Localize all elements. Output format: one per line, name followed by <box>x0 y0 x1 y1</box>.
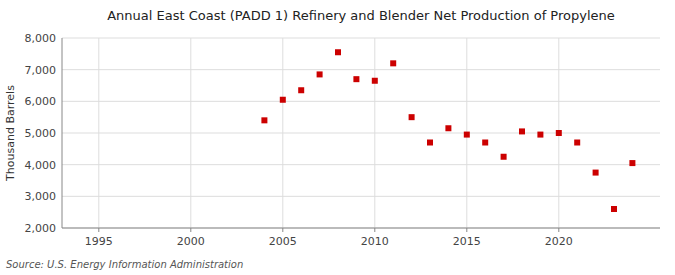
point <box>445 125 451 131</box>
y-tick-label: 5,000 <box>25 127 57 140</box>
y-axis-label: Thousand Barrels <box>4 85 17 182</box>
y-tick-label: 7,000 <box>25 64 57 77</box>
x-axis-line <box>62 228 660 229</box>
point <box>556 130 562 136</box>
chart: Annual East Coast (PADD 1) Refinery and … <box>0 0 675 275</box>
point <box>482 140 488 146</box>
x-tick <box>374 228 375 232</box>
point <box>593 170 599 176</box>
y-grid-line <box>62 133 660 134</box>
point <box>501 154 507 160</box>
x-tick-label: 2010 <box>361 235 389 248</box>
y-grid-line <box>62 38 660 39</box>
y-grid-line <box>62 196 660 197</box>
x-tick-label: 2015 <box>453 235 481 248</box>
x-grid-line <box>282 38 283 228</box>
point <box>537 132 543 138</box>
x-tick <box>98 228 99 232</box>
point <box>298 87 304 93</box>
x-tick-label: 2020 <box>545 235 573 248</box>
source: Source: U.S. Energy Information Administ… <box>6 259 243 270</box>
x-tick <box>282 228 283 232</box>
y-grid-line <box>62 228 660 229</box>
x-tick <box>466 228 467 232</box>
y-tick-label: 2,000 <box>25 222 57 235</box>
y-tick-label: 8,000 <box>25 32 57 45</box>
y-grid-line <box>62 164 660 165</box>
point <box>390 60 396 66</box>
grid <box>62 38 660 228</box>
y-grid-line <box>62 69 660 70</box>
y-axis-line <box>62 38 63 228</box>
point <box>280 97 286 103</box>
point <box>629 160 635 166</box>
x-tick-label: 1995 <box>85 235 113 248</box>
point <box>372 78 378 84</box>
point <box>519 128 525 134</box>
y-tick-label: 6,000 <box>25 95 57 108</box>
x-tick <box>190 228 191 232</box>
x-tick <box>558 228 559 232</box>
x-tick-label: 2000 <box>177 235 205 248</box>
point <box>574 140 580 146</box>
points <box>261 49 635 212</box>
point <box>464 132 470 138</box>
y-tick-label: 4,000 <box>25 159 57 172</box>
point <box>335 49 341 55</box>
title: Annual East Coast (PADD 1) Refinery and … <box>107 8 615 23</box>
point <box>317 71 323 77</box>
x-grid-line <box>190 38 191 228</box>
x-grid-line <box>374 38 375 228</box>
x-grid-line <box>98 38 99 228</box>
point <box>427 140 433 146</box>
point <box>261 117 267 123</box>
point <box>409 114 415 120</box>
y-tick-label: 3,000 <box>25 190 57 203</box>
y-grid-line <box>62 101 660 102</box>
point <box>353 76 359 82</box>
point <box>611 206 617 212</box>
x-tick-label: 2005 <box>269 235 297 248</box>
